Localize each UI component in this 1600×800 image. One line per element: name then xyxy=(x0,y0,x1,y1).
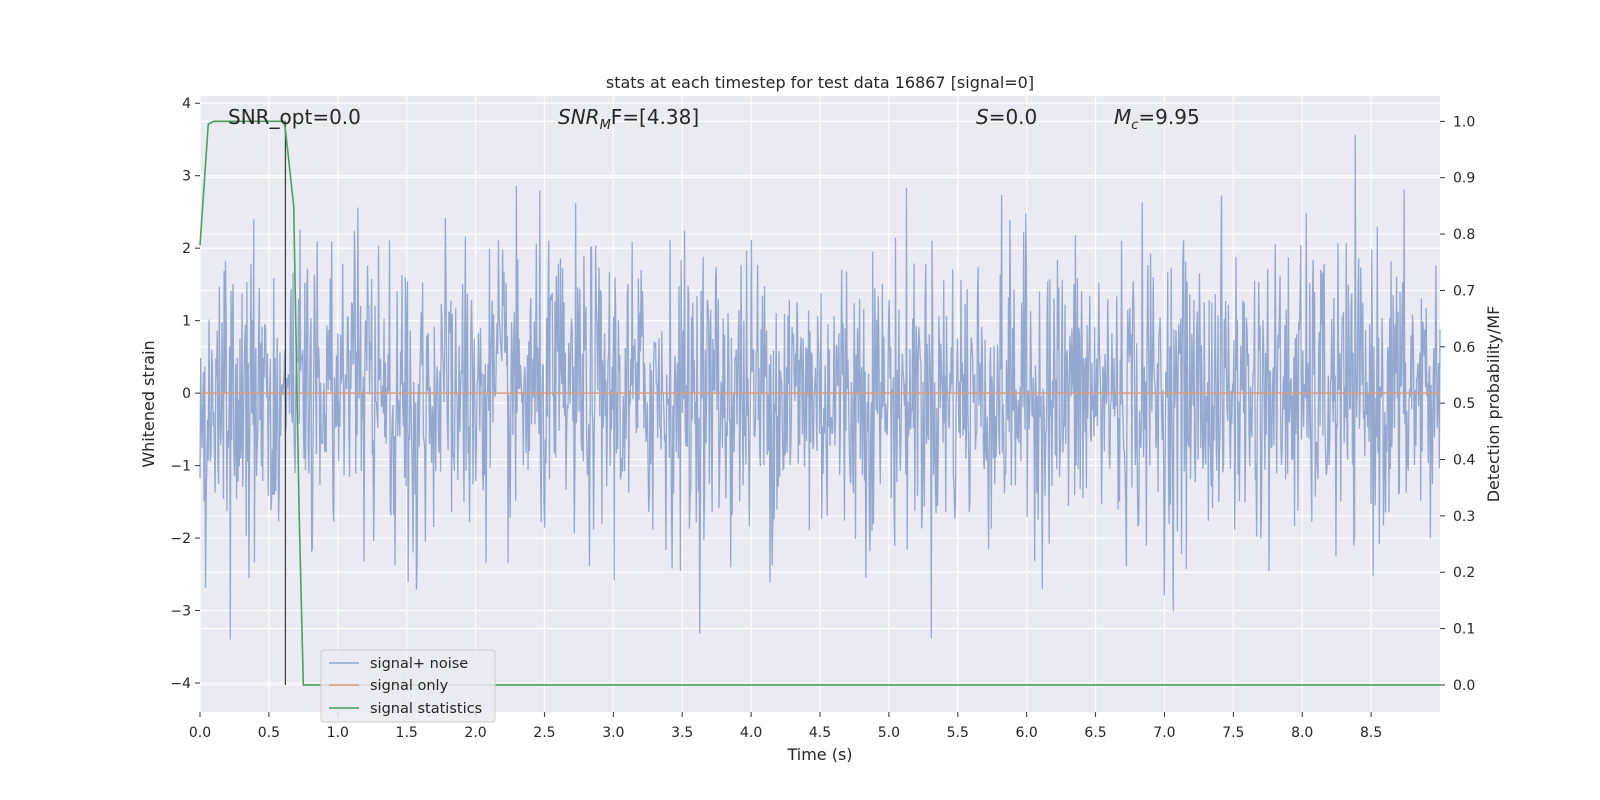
y-tick-label: 0 xyxy=(182,386,191,402)
x-tick-label: 8.5 xyxy=(1360,725,1382,741)
x-tick-label: 8.0 xyxy=(1291,725,1313,741)
y-tick-label: 2 xyxy=(182,241,191,257)
y-tick-labels-right: 1.0 0.9 0.8 0.7 0.6 0.5 0.4 0.3 0.2 0.1 0.0 xyxy=(1440,114,1475,694)
x-tick-label: 2.0 xyxy=(464,725,486,741)
y-tick-label-right: 0.2 xyxy=(1453,565,1475,581)
annotation-mc-var: M xyxy=(1114,105,1131,129)
y-tick-label-right: 0.6 xyxy=(1453,340,1475,356)
y-tick-label-right: 0.9 xyxy=(1453,171,1475,187)
x-tick-label: 0.0 xyxy=(189,725,211,741)
y-tick-label: −1 xyxy=(170,459,191,475)
noise-trace xyxy=(199,134,1441,640)
y-tick-label-right: 0.1 xyxy=(1453,622,1475,638)
x-tick-label: 5.0 xyxy=(878,725,900,741)
y-tick-label-right: 0.4 xyxy=(1453,453,1475,469)
y-tick-label: −2 xyxy=(170,531,191,547)
annotation-s: S=0.0 xyxy=(976,105,1037,129)
x-tick-label: 1.5 xyxy=(396,725,418,741)
x-tick-label: 3.0 xyxy=(602,725,624,741)
y-tick-label: −3 xyxy=(170,604,191,620)
x-tick-label: 5.5 xyxy=(947,725,969,741)
x-axis-label: Time (s) xyxy=(786,745,852,764)
chart-title: stats at each timestep for test data 168… xyxy=(606,73,1034,92)
annotation-mc-sub: c xyxy=(1131,118,1138,133)
x-tick-label: 3.5 xyxy=(671,725,693,741)
annotation-snr-mf-sub: M xyxy=(600,118,611,133)
annotation-snr-mf-suffix: F=[4.38] xyxy=(611,105,699,129)
legend-label-signal-noise: signal+ noise xyxy=(370,656,468,672)
series-signal-statistics xyxy=(199,120,1440,686)
x-tick-label: 4.0 xyxy=(740,725,762,741)
annotation-snr-mf: SNRMF=[4.38] xyxy=(558,105,699,133)
x-tick-label: 7.5 xyxy=(1222,725,1244,741)
x-tick-label: 4.5 xyxy=(809,725,831,741)
annotation-snr-mf-prefix: SNR xyxy=(558,105,600,129)
legend-label-signal-statistics: signal statistics xyxy=(370,701,482,717)
y-tick-label-right: 0.0 xyxy=(1453,678,1475,694)
annotation-mc-value: =9.95 xyxy=(1138,105,1199,129)
y-tick-labels-left: 4 3 2 1 0 −1 −2 −3 −4 xyxy=(170,96,200,692)
x-tick-label: 6.0 xyxy=(1016,725,1038,741)
annotation-s-var: S xyxy=(976,105,989,129)
y-tick-label: 3 xyxy=(182,169,191,185)
y-tick-label: 1 xyxy=(182,314,191,330)
x-tick-label: 6.5 xyxy=(1084,725,1106,741)
y-tick-label-right: 0.5 xyxy=(1453,396,1475,412)
x-tick-label: 2.5 xyxy=(533,725,555,741)
y-tick-label-right: 0.7 xyxy=(1453,283,1475,299)
x-tick-label: 7.0 xyxy=(1153,725,1175,741)
y-tick-label: 4 xyxy=(182,96,191,112)
legend-box xyxy=(320,649,496,723)
x-tick-label: 0.5 xyxy=(258,725,280,741)
y-axis-label: Whitened strain xyxy=(139,340,158,467)
y-axis-label-right: Detection probability/MF xyxy=(1484,306,1503,503)
series-signal-noise xyxy=(199,134,1441,640)
annotation-s-value: =0.0 xyxy=(989,105,1038,129)
y-tick-label-right: 0.8 xyxy=(1453,227,1475,243)
legend-label-signal-only: signal only xyxy=(370,678,449,694)
legend: signal+ noise signal only signal statist… xyxy=(320,649,496,723)
annotation-mc: Mc=9.95 xyxy=(1114,105,1200,133)
annotation-snr-opt: SNR_opt=0.0 xyxy=(228,105,361,129)
y-tick-label-right: 0.3 xyxy=(1453,509,1475,525)
y-tick-label: −4 xyxy=(170,676,191,692)
y-tick-label-right: 1.0 xyxy=(1453,114,1475,130)
x-tick-labels: 0.0 0.5 1.0 1.5 2.0 2.5 3.0 3.5 4.0 4.5 5.0 5.5 6.0 6… xyxy=(189,712,1382,741)
x-tick-label: 1.0 xyxy=(327,725,349,741)
